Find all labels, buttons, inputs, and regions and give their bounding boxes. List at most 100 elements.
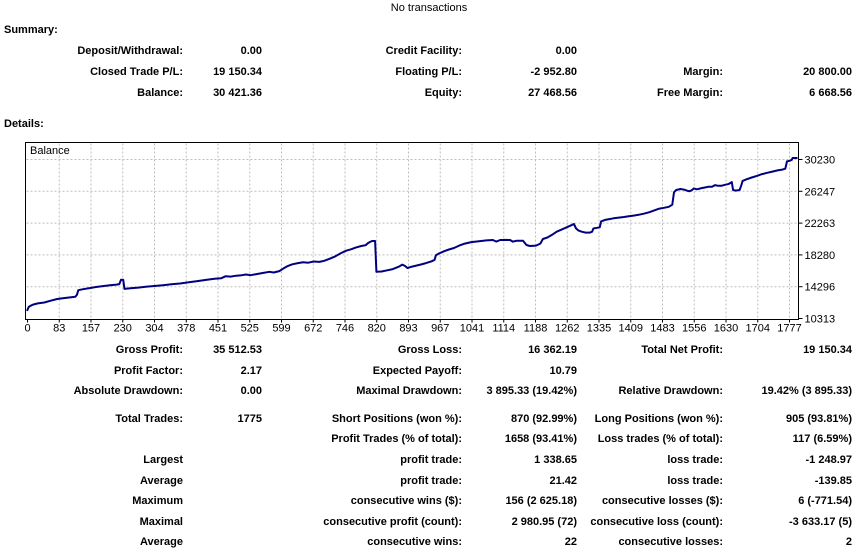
- x-axis-tick-label: 1335: [587, 323, 611, 335]
- report-row: Average consecutive wins: 22 consecutive lo…: [0, 532, 858, 552]
- report-row: Gross Profit: 35 512.53 Gross Loss: 16 362.…: [0, 340, 858, 361]
- stat-label: Maximum: [132, 495, 183, 508]
- stat-value: 10.79: [549, 364, 577, 377]
- stat-label: Floating P/L:: [395, 65, 462, 78]
- stat-label: Expected Payoff:: [372, 364, 462, 377]
- chart-plot-border: [25, 142, 799, 320]
- x-axis-tick-label: 451: [209, 323, 227, 335]
- stat-label: profit trade:: [400, 453, 462, 466]
- stat-label: consecutive loss (count):: [590, 515, 723, 528]
- stat-label: Maximal: [139, 515, 183, 528]
- stat-value: 0.00: [240, 45, 262, 57]
- stat-value: 27 468.56: [528, 86, 577, 99]
- stat-value: 2.17: [240, 364, 262, 377]
- stat-label: Margin:: [683, 65, 723, 78]
- summary-heading: Summary:: [4, 24, 58, 36]
- stat-value: 30 421.36: [213, 86, 262, 99]
- y-axis-tick-label: 18280: [805, 250, 836, 262]
- x-axis-tick-label: 1630: [714, 323, 738, 335]
- stat-value: 117 (6.59%): [792, 433, 852, 446]
- report-row: Closed Trade P/L: 19 150.34 Floating P/L: -…: [0, 62, 858, 83]
- stat-value: 20 800.00: [803, 65, 852, 78]
- stat-value: [183, 429, 262, 450]
- x-axis-tick-label: 1114: [492, 323, 515, 335]
- stat-label: Average: [139, 536, 183, 549]
- stat-label: Absolute Drawdown:: [73, 385, 183, 398]
- stat-label: [0, 429, 183, 450]
- stat-label: Gross Loss:: [397, 344, 462, 356]
- stat-value: 870 (92.99%): [510, 412, 577, 425]
- stat-value: 1775: [237, 412, 262, 425]
- report-row: Profit Factor: 2.17 Expected Payoff: 10.79: [0, 361, 858, 382]
- stat-label: consecutive losses:: [618, 536, 723, 549]
- stat-label: Profit Trades (% of total):: [331, 433, 462, 446]
- x-axis-tick-label: 893: [399, 323, 417, 335]
- stat-label: consecutive wins:: [367, 536, 462, 549]
- stat-label: Profit Factor:: [113, 364, 183, 377]
- stat-value: -2 952.80: [530, 65, 577, 78]
- stat-value: 905 (93.81%): [785, 412, 852, 425]
- stat-value: 156 (2 625.18): [505, 495, 577, 508]
- stat-value: 3 895.33 (19.42%): [486, 385, 577, 398]
- x-axis-tick-label: 746: [336, 323, 354, 335]
- x-axis-tick-label: 1483: [650, 323, 674, 335]
- stat-label: Equity:: [424, 86, 462, 99]
- stat-label: Largest: [143, 453, 183, 466]
- stat-value: 19 150.34: [803, 344, 852, 356]
- report-row: Deposit/Withdrawal: 0.00 Credit Facility: 0…: [0, 41, 858, 62]
- stat-label: Loss trades (% of total):: [597, 433, 723, 446]
- stat-value: 2: [845, 536, 852, 549]
- balance-curve: [26, 157, 798, 312]
- report-row: Average profit trade: 21.42 loss trade: -139…: [0, 471, 858, 492]
- x-axis-tick-label: 157: [82, 323, 100, 335]
- stat-value: 35 512.53: [213, 344, 262, 356]
- stat-value: 0.00: [240, 385, 262, 398]
- details-heading: Details:: [4, 118, 44, 130]
- x-axis-tick-label: 820: [368, 323, 386, 335]
- stat-label: Deposit/Withdrawal:: [77, 45, 183, 57]
- stat-value: -3 633.17 (5): [789, 515, 852, 528]
- stat-label: loss trade:: [667, 474, 723, 487]
- stat-label: Short Positions (won %):: [331, 412, 462, 425]
- stat-value: 2 980.95 (72): [511, 515, 577, 528]
- x-axis-tick-label: 83: [53, 323, 65, 335]
- stat-value: 6 (-771.54): [798, 495, 852, 508]
- x-axis-tick-label: 525: [241, 323, 259, 335]
- stat-value: 16 362.19: [528, 344, 577, 356]
- x-axis-tick-label: 0: [24, 323, 30, 335]
- stat-value: 6 668.56: [809, 86, 852, 99]
- x-axis-tick-label: 230: [114, 323, 132, 335]
- x-axis-tick-label: 1262: [555, 323, 579, 335]
- stat-value: -139.85: [814, 474, 852, 487]
- stat-label: Long Positions (won %):: [594, 412, 723, 425]
- stat-label: Gross Profit:: [115, 344, 183, 356]
- stat-value: [183, 491, 262, 512]
- chart-legend-balance: Balance: [30, 145, 70, 157]
- stat-value: [183, 450, 262, 471]
- stat-value: -1 248.97: [805, 453, 852, 466]
- stat-label: Total Trades:: [115, 412, 183, 425]
- stat-label: consecutive profit (count):: [323, 515, 462, 528]
- x-axis-tick-label: 1409: [619, 323, 643, 335]
- x-axis-tick-label: 304: [145, 323, 163, 335]
- summary-table: Deposit/Withdrawal: 0.00 Credit Facility: 0…: [0, 41, 858, 103]
- y-axis-tick-label: 26247: [805, 186, 836, 198]
- x-axis-tick-label: 1188: [524, 323, 548, 335]
- report-row: Profit Trades (% of total): 1658 (93.41%)…: [0, 429, 858, 450]
- report-row: Absolute Drawdown: 0.00 Maximal Drawdown: 3…: [0, 381, 858, 402]
- stat-label: Free Margin:: [656, 86, 723, 99]
- stat-value: [183, 532, 262, 552]
- stat-label: loss trade:: [667, 453, 723, 466]
- stat-label: consecutive wins ($):: [350, 495, 462, 508]
- stat-value: 0.00: [555, 45, 577, 57]
- stat-label: consecutive losses ($):: [601, 495, 723, 508]
- x-axis-tick-label: 967: [431, 323, 449, 335]
- stats-table: Gross Profit: 35 512.53 Gross Loss: 16 362.…: [0, 340, 858, 552]
- x-axis-tick-label: 672: [304, 323, 322, 335]
- stat-label: profit trade:: [400, 474, 462, 487]
- y-axis-tick-label: 22263: [805, 218, 836, 230]
- stat-value: 21.42: [549, 474, 577, 487]
- stat-value: [723, 361, 852, 382]
